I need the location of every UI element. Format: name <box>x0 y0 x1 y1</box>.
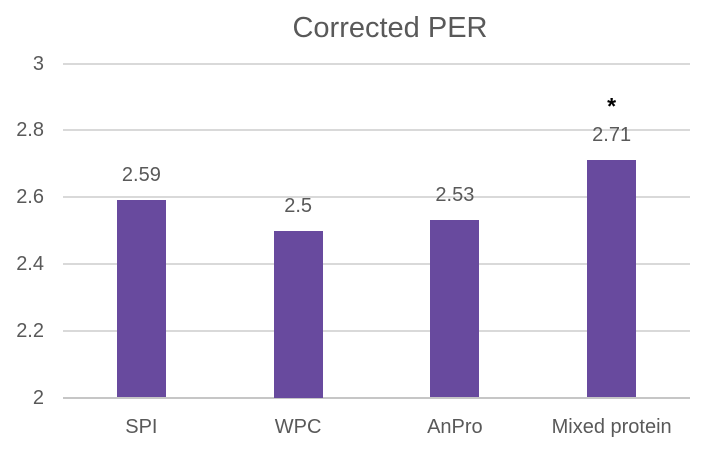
y-axis-tick-label: 3 <box>32 52 44 75</box>
y-axis-tick-label: 2.2 <box>16 319 44 342</box>
bar-spi <box>116 200 166 398</box>
y-axis-tick-label: 2.8 <box>16 119 44 142</box>
significance-asterisk: * <box>607 93 617 120</box>
y-axis-tick-label: 2.4 <box>16 252 44 275</box>
bar-wpc <box>273 230 323 398</box>
bar-mixed-protein <box>587 160 637 398</box>
y-axis-tick-label: 2.6 <box>16 186 44 209</box>
gridline <box>63 196 690 199</box>
bar-value-label: 2.53 <box>435 184 475 207</box>
bar-value-label: 2.59 <box>121 164 161 187</box>
gridline <box>63 329 690 332</box>
x-axis-category-label: Mixed protein <box>551 415 672 438</box>
y-axis-tick-label: 2 <box>32 386 44 409</box>
gridline <box>63 129 690 132</box>
bar-value-label: 2.71 <box>592 124 632 147</box>
gridline <box>63 262 690 265</box>
bar-anpro <box>430 220 480 398</box>
chart-title: Corrected PER <box>292 12 488 44</box>
gridline <box>63 62 690 65</box>
x-axis-line <box>63 396 690 399</box>
x-axis-category-label: WPC <box>274 415 322 438</box>
bar-value-label: 2.5 <box>284 194 313 217</box>
x-axis-category-label: AnPro <box>427 415 483 438</box>
x-axis-category-label: SPI <box>125 415 158 438</box>
